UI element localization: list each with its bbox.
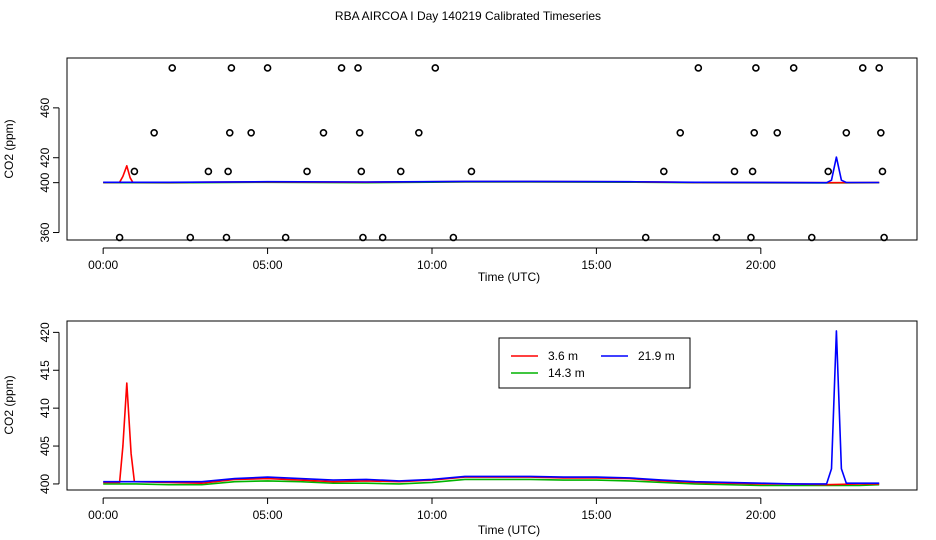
data-marker — [186, 233, 195, 242]
data-marker — [824, 167, 833, 176]
data-marker — [225, 128, 234, 137]
data-marker — [875, 64, 883, 72]
x-tick-label: 00:00 — [88, 508, 118, 522]
data-marker — [396, 167, 405, 176]
y-tick-label: 420 — [38, 147, 52, 167]
series-line-21-9-m — [103, 156, 880, 184]
y-tick-label: 405 — [38, 436, 52, 456]
data-marker — [748, 167, 757, 176]
plot-panel-bottom: 00:00 05:00 10:00 15:00 20:00 Time (UTC) 400 40… — [2, 320, 918, 537]
y-axis-label: CO2 (ppm) — [2, 119, 16, 178]
x-tick-label: 10:00 — [417, 508, 447, 522]
data-marker — [355, 128, 364, 137]
x-tick-label: 20:00 — [746, 258, 776, 272]
data-marker — [359, 233, 367, 242]
data-marker — [449, 233, 458, 242]
legend-label: 3.6 m — [548, 349, 578, 363]
data-marker — [227, 64, 236, 72]
data-marker — [150, 128, 158, 137]
legend-box — [498, 337, 691, 389]
y-tick-label: 400 — [38, 172, 52, 192]
data-marker — [750, 128, 759, 137]
x-axis-label: Time (UTC) — [478, 523, 540, 537]
plot-panel-top: 00:00 05:00 10:00 15:00 20:00 Time (UTC) 360 40… — [2, 57, 918, 284]
data-marker — [752, 64, 760, 72]
data-marker — [222, 233, 231, 242]
legend-label: 14.3 m — [548, 366, 585, 380]
y-tick-label: 400 — [38, 474, 52, 494]
data-marker — [168, 64, 177, 72]
data-marker — [842, 128, 851, 137]
x-tick-label: 00:00 — [88, 258, 118, 272]
chart-title: RBA AIRCOA I Day 140219 Calibrated Times… — [334, 9, 602, 23]
data-marker — [204, 167, 213, 176]
data-marker — [467, 167, 476, 176]
data-marker — [130, 167, 139, 176]
series-line-3-6-m — [103, 382, 880, 486]
data-marker — [224, 167, 232, 176]
plot-frame — [66, 57, 918, 241]
data-marker — [263, 64, 272, 72]
plot-frame — [66, 320, 918, 491]
data-marker — [319, 128, 328, 137]
y-tick-label: 420 — [38, 322, 52, 342]
series-line-21-9-m — [103, 330, 880, 485]
data-marker — [789, 64, 798, 72]
x-tick-label: 20:00 — [746, 508, 776, 522]
x-axis-label: Time (UTC) — [478, 270, 540, 284]
data-marker — [747, 233, 755, 242]
data-marker — [878, 167, 887, 176]
x-tick-label: 05:00 — [253, 258, 283, 272]
y-tick-label: 410 — [38, 398, 52, 418]
data-marker — [880, 233, 888, 242]
y-tick-label: 415 — [38, 360, 52, 380]
series-line-14-3-m — [103, 478, 880, 487]
y-tick-label: 460 — [38, 98, 52, 118]
y-axis-label: CO2 (ppm) — [2, 375, 16, 434]
data-marker — [378, 233, 387, 242]
x-tick-label: 15:00 — [581, 258, 611, 272]
data-marker — [773, 128, 782, 137]
data-marker — [303, 167, 311, 176]
data-marker — [281, 233, 290, 242]
data-marker — [877, 128, 885, 137]
data-marker — [807, 233, 816, 242]
data-marker — [115, 233, 124, 242]
legend: 3.6 m 21.9 m 14.3 m — [498, 337, 691, 389]
y-tick-label: 360 — [38, 222, 52, 242]
data-marker — [357, 167, 366, 176]
x-tick-label: 05:00 — [253, 508, 283, 522]
legend-label: 21.9 m — [638, 349, 675, 363]
data-marker — [354, 64, 362, 72]
data-marker — [337, 64, 346, 72]
data-marker — [858, 64, 867, 72]
data-marker — [660, 167, 668, 176]
data-marker — [694, 64, 703, 72]
x-tick-label: 15:00 — [581, 508, 611, 522]
data-marker — [415, 128, 423, 137]
data-marker — [712, 233, 721, 242]
series-line-3-6-m — [103, 165, 880, 184]
data-marker — [676, 128, 685, 137]
x-tick-label: 10:00 — [417, 258, 447, 272]
data-marker — [730, 167, 739, 176]
data-marker — [641, 233, 650, 242]
data-marker — [431, 64, 440, 72]
data-marker — [247, 128, 255, 137]
